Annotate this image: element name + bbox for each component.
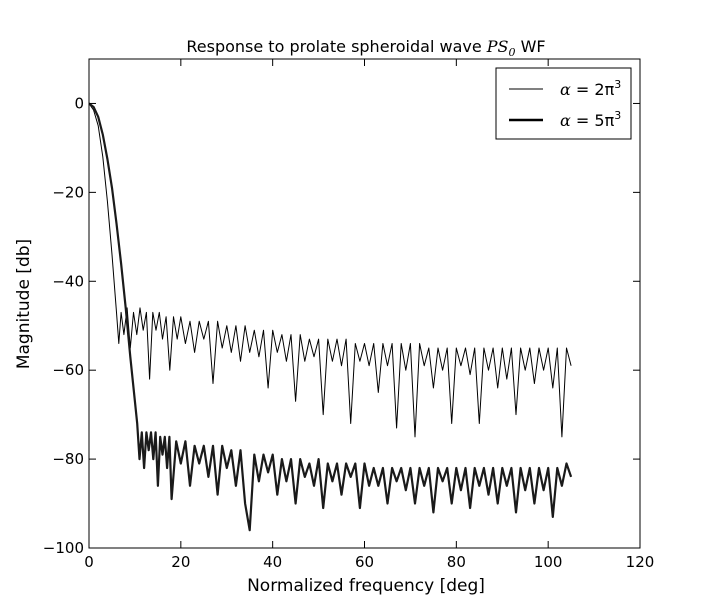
- y-tick-label: −20: [52, 183, 84, 201]
- legend-box: [495, 67, 632, 140]
- x-tick-label: 80: [447, 553, 466, 571]
- series-layer: [88, 102, 573, 532]
- legend: α = 2π3 α = 5π3: [495, 67, 632, 140]
- series-line-1: [88, 103, 572, 438]
- legend-label-series-2: α = 5π3: [560, 109, 621, 130]
- x-tick-label: 100: [534, 553, 563, 571]
- y-tick-label: −80: [52, 450, 84, 468]
- x-tick-label: 120: [626, 553, 655, 571]
- x-axis-label: Normalized frequency [deg]: [247, 576, 485, 596]
- x-tick-label: 0: [84, 553, 94, 571]
- axis-ticks: 0 20 40 60 80 100 120 0 −20 −40 −60 −80 −100: [43, 59, 655, 571]
- legend-label-series-1: α = 2π3: [560, 78, 621, 99]
- y-axis-label: Magnitude [db]: [14, 239, 34, 369]
- chart-title: Response to prolate spheroidal wave PS0 …: [186, 37, 545, 59]
- x-tick-label: 20: [171, 553, 190, 571]
- y-tick-label: −60: [52, 361, 84, 379]
- x-tick-label: 60: [355, 553, 374, 571]
- y-tick-label: −40: [52, 272, 84, 290]
- y-tick-label: −100: [43, 539, 84, 557]
- series-line-2: [88, 102, 573, 532]
- x-tick-label: 40: [263, 553, 282, 571]
- y-tick-label: 0: [74, 94, 84, 112]
